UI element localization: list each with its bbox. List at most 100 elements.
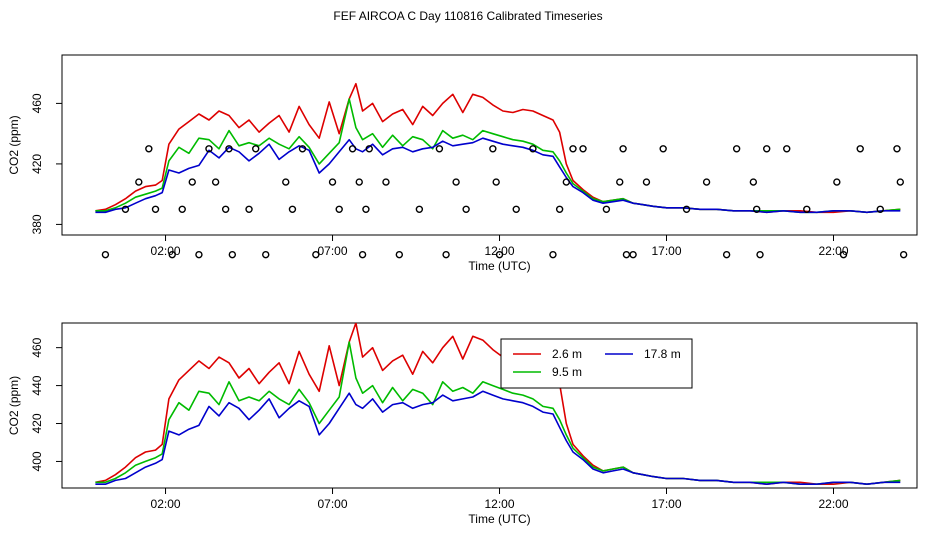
- x-tick-label: 22:00: [818, 497, 848, 511]
- data-point: [355, 178, 363, 186]
- data-point: [442, 250, 450, 259]
- data-point: [195, 250, 203, 259]
- plot-frame: [61, 54, 918, 236]
- data-point: [569, 145, 577, 153]
- plot-area: [95, 323, 901, 486]
- series-2-6m-line: [95, 323, 901, 486]
- bottom-panel: 02:00 07:00 12:00 17:00 22:00 Time (UTC) 400 42…: [7, 322, 918, 526]
- x-axis-label: Time (UTC): [468, 512, 530, 526]
- data-point: [616, 178, 624, 186]
- x-tick-label: 02:00: [151, 497, 181, 511]
- x-tick-label: 07:00: [318, 497, 348, 511]
- data-point: [619, 145, 627, 153]
- data-point: [896, 178, 905, 186]
- data-point: [312, 250, 320, 259]
- data-point: [489, 145, 497, 153]
- y-tick-label: 380: [30, 214, 44, 234]
- data-point: [749, 178, 758, 186]
- data-point: [579, 145, 587, 153]
- data-point: [452, 178, 460, 186]
- data-point: [492, 178, 500, 186]
- series-2-6m-line: [95, 82, 901, 214]
- y-axis-label: CO2 (ppm): [7, 376, 21, 435]
- data-point: [382, 178, 390, 186]
- data-point: [893, 145, 901, 153]
- y-tick-label: 400: [30, 451, 44, 471]
- plot-area: [95, 82, 901, 214]
- data-point: [395, 250, 404, 259]
- data-point: [365, 145, 373, 153]
- data-point: [145, 145, 153, 153]
- data-point: [221, 205, 230, 213]
- data-point: [783, 145, 791, 153]
- data-point: [642, 178, 651, 186]
- data-point: [225, 145, 233, 153]
- data-point: [752, 205, 761, 213]
- y-tick-label: 420: [30, 413, 44, 433]
- data-point: [288, 205, 297, 213]
- data-point: [495, 250, 504, 259]
- data-point: [899, 250, 908, 259]
- data-point: [188, 178, 196, 186]
- data-point: [335, 205, 343, 213]
- data-point: [529, 145, 537, 153]
- data-point: [659, 145, 667, 153]
- data-point: [228, 250, 237, 259]
- data-point: [415, 205, 424, 213]
- y-axis-label: CO2 (ppm): [7, 115, 21, 174]
- data-point: [602, 205, 611, 213]
- data-point: [462, 205, 470, 213]
- data-point: [435, 145, 444, 153]
- data-point: [262, 250, 270, 259]
- x-tick-label: 17:00: [651, 244, 681, 258]
- data-point: [876, 205, 884, 213]
- data-point: [168, 250, 176, 259]
- data-point: [298, 145, 307, 153]
- data-point: [348, 145, 357, 153]
- legend-label: 9.5 m: [552, 365, 582, 379]
- x-tick-label: 07:00: [318, 244, 348, 258]
- x-tick-label: 22:00: [818, 244, 848, 258]
- data-point: [839, 250, 848, 259]
- series-17-8m-line: [95, 390, 901, 486]
- page-title: FEF AIRCOA C Day 110816 Calibrated Times…: [333, 9, 603, 23]
- data-point: [101, 250, 110, 259]
- data-point: [562, 178, 571, 186]
- data-point: [178, 205, 186, 213]
- data-point: [282, 178, 290, 186]
- data-point: [211, 178, 220, 186]
- data-point: [856, 145, 864, 153]
- data-point: [151, 205, 160, 213]
- y-tick-label: 460: [30, 93, 44, 113]
- data-point: [549, 250, 557, 259]
- data-point: [622, 250, 631, 259]
- data-point: [833, 178, 841, 186]
- data-point: [629, 250, 637, 259]
- plot-frame: [61, 322, 918, 489]
- data-point: [362, 205, 370, 213]
- legend-box: [500, 338, 693, 389]
- legend-label: 17.8 m: [644, 347, 681, 361]
- data-point: [722, 250, 731, 259]
- data-point: [245, 205, 253, 213]
- data-point: [121, 205, 130, 213]
- data-point: [205, 145, 213, 153]
- y-tick-label: 420: [30, 154, 44, 174]
- data-point: [682, 205, 691, 213]
- data-point: [803, 205, 811, 213]
- series-17-8m-line: [95, 137, 901, 214]
- data-point: [512, 205, 520, 213]
- x-tick-label: 17:00: [651, 497, 681, 511]
- data-point: [756, 250, 764, 259]
- x-tick-label: 02:00: [151, 244, 181, 258]
- data-point: [252, 145, 260, 153]
- data-point: [358, 250, 367, 259]
- legend: 2.6 m 17.8 m 9.5 m: [500, 338, 693, 389]
- y-tick-label: 460: [30, 337, 44, 357]
- data-point: [763, 145, 771, 153]
- x-axis-label: Time (UTC): [468, 259, 530, 273]
- data-point: [328, 178, 337, 186]
- legend-label: 2.6 m: [552, 347, 582, 361]
- y-tick-label: 440: [30, 375, 44, 395]
